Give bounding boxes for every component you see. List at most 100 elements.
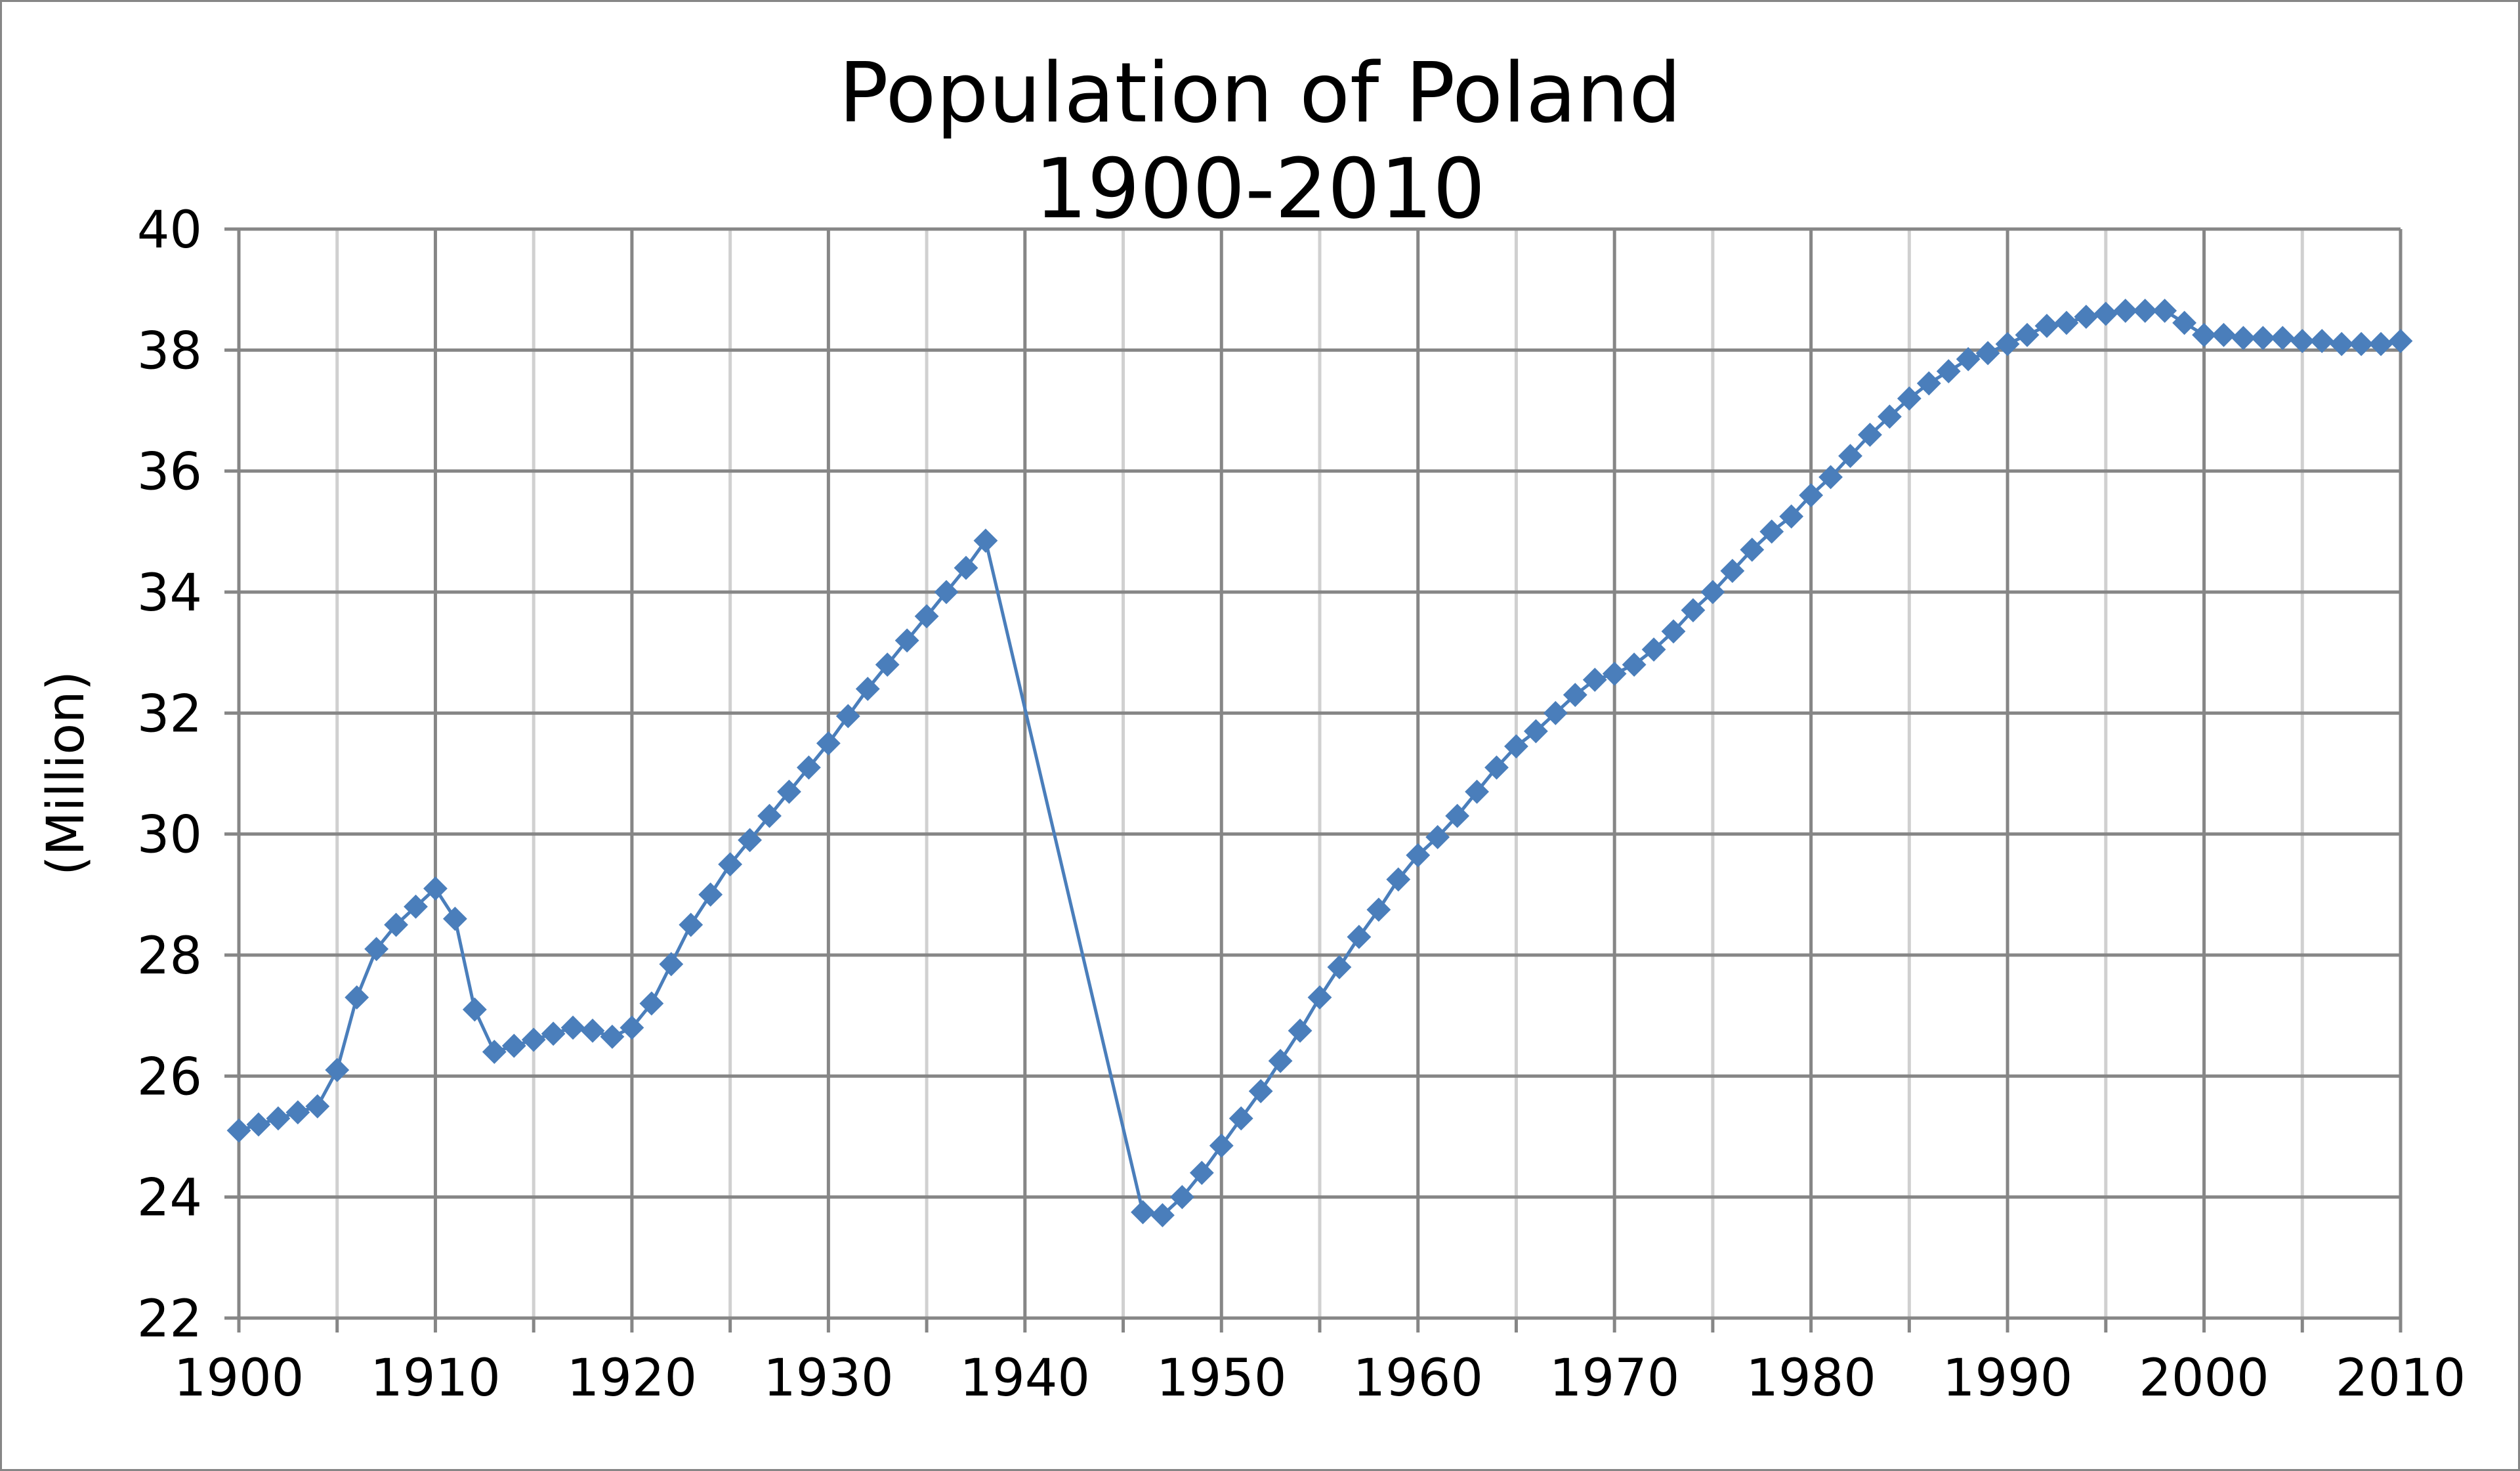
y-tick-label: 34 — [137, 564, 202, 623]
data-point — [1563, 683, 1587, 708]
data-point — [620, 1015, 644, 1040]
data-point — [1622, 652, 1647, 677]
data-point — [2270, 326, 2295, 351]
data-point — [305, 1094, 330, 1119]
data-point — [364, 937, 389, 962]
data-point — [2074, 305, 2099, 330]
data-point — [2113, 299, 2138, 323]
data-point — [1425, 824, 1450, 849]
data-point — [2212, 322, 2236, 347]
data-point — [1661, 619, 1686, 644]
x-tick-label: 1980 — [1746, 1349, 1876, 1408]
data-point — [2093, 301, 2118, 326]
x-tick-label: 1970 — [1549, 1349, 1680, 1408]
data-point — [1445, 803, 1470, 828]
y-tick-label: 40 — [137, 201, 202, 260]
data-point — [1897, 386, 1922, 411]
data-point — [1406, 843, 1431, 868]
y-axis-label: (Million) — [37, 671, 96, 876]
y-tick-label: 32 — [137, 685, 202, 744]
data-point — [423, 876, 448, 901]
data-point — [1700, 580, 1725, 605]
data-point — [1189, 1161, 1214, 1185]
data-point — [1878, 404, 1902, 429]
y-tick-label: 38 — [137, 322, 202, 381]
data-point — [1484, 755, 1509, 780]
data-point — [2034, 314, 2059, 338]
data-point — [2290, 329, 2315, 353]
data-point — [1602, 662, 1627, 686]
x-tick-label: 1930 — [763, 1349, 894, 1408]
x-tick-label: 2000 — [2139, 1349, 2269, 1408]
data-point — [816, 731, 841, 756]
x-tick-label: 1960 — [1353, 1349, 1483, 1408]
axes — [224, 227, 2403, 1332]
series — [226, 299, 2413, 1227]
y-tick-label: 36 — [137, 443, 202, 502]
data-point — [679, 912, 704, 937]
chart-title-line-1: Population of Poland — [839, 45, 1681, 141]
data-point — [1307, 985, 1332, 1010]
data-point — [600, 1025, 625, 1049]
data-point — [1268, 1048, 1293, 1073]
data-point — [2309, 329, 2334, 353]
data-point — [1838, 444, 1862, 469]
data-point — [1740, 538, 1765, 562]
data-point — [1975, 341, 2000, 366]
y-tick-label: 30 — [137, 806, 202, 865]
data-point — [2192, 322, 2216, 347]
data-point — [855, 677, 880, 701]
data-point — [2172, 310, 2197, 335]
data-point — [1327, 955, 1352, 979]
data-point — [2015, 322, 2040, 347]
data-point — [442, 906, 467, 931]
data-point — [1956, 347, 1981, 372]
data-point — [345, 985, 369, 1010]
x-tick-label: 1950 — [1156, 1349, 1287, 1408]
x-tick-label: 1990 — [1942, 1349, 2073, 1408]
data-point — [1641, 637, 1666, 662]
x-tick-label: 1920 — [567, 1349, 698, 1408]
y-tick-label: 24 — [137, 1169, 202, 1228]
data-point — [973, 528, 998, 553]
data-point — [1995, 331, 2020, 356]
data-point — [1347, 924, 1372, 949]
data-point — [757, 803, 782, 828]
data-point — [1169, 1185, 1194, 1210]
data-point — [226, 1118, 251, 1143]
data-point — [404, 894, 428, 919]
data-point — [1799, 483, 1824, 507]
data-point — [1150, 1203, 1175, 1227]
data-point — [914, 604, 939, 629]
data-point — [1288, 1018, 1312, 1043]
data-point — [718, 852, 743, 877]
data-point — [462, 997, 487, 1022]
data-point — [482, 1040, 507, 1064]
chart-title-line-2: 1900-2010 — [1035, 140, 1486, 237]
data-point — [2152, 299, 2177, 323]
data-point — [2329, 331, 2354, 356]
data-point — [954, 555, 978, 580]
data-point — [659, 952, 684, 977]
data-point — [1131, 1200, 1155, 1225]
data-point — [1504, 734, 1528, 759]
data-point — [2133, 299, 2158, 323]
data-point — [384, 912, 408, 937]
data-point — [246, 1112, 271, 1137]
data-point — [560, 1015, 585, 1040]
data-point — [934, 580, 959, 605]
data-point — [894, 628, 919, 653]
data-point — [2231, 326, 2256, 351]
data-point — [1779, 504, 1804, 529]
data-point — [797, 755, 821, 780]
data-point — [1386, 867, 1411, 892]
data-point — [738, 828, 762, 853]
data-point — [1543, 700, 1568, 725]
data-point — [2388, 329, 2413, 353]
data-point — [1248, 1078, 1273, 1103]
data-point — [2368, 331, 2393, 356]
data-point — [698, 882, 723, 907]
data-point — [1209, 1133, 1234, 1158]
data-point — [521, 1027, 546, 1052]
